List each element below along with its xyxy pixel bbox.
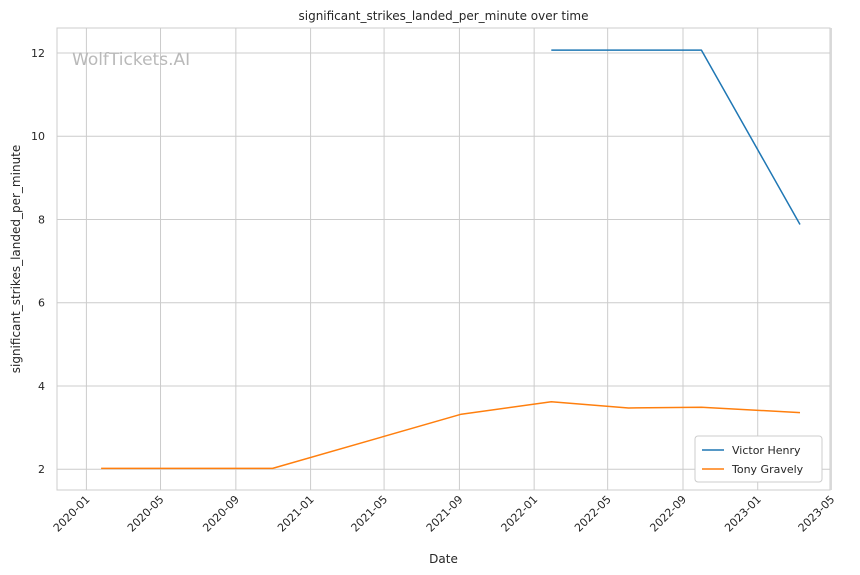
legend: Victor Henry Tony Gravely [694, 435, 823, 483]
series-line-1 [551, 49, 801, 225]
y-tick-label: 2 [38, 463, 45, 476]
y-tick-labels: 2 4 6 8 10 12 [31, 47, 45, 476]
y-tick-label: 12 [31, 47, 45, 60]
series-line-2 [101, 401, 801, 470]
y-tick-label: 4 [38, 380, 45, 393]
plot-frame [56, 27, 831, 491]
y-axis-label: significant_strikes_landed_per_minute [9, 145, 23, 374]
legend-entries: Victor Henry Tony Gravely [702, 444, 804, 476]
legend-label: Tony Gravely [731, 463, 804, 476]
y-tick-label: 10 [31, 130, 45, 143]
watermark: WolfTickets.AI [72, 50, 190, 70]
x-axis-label: Date [429, 552, 458, 566]
legend-box [694, 435, 823, 483]
y-tick-label: 6 [38, 297, 45, 310]
grid [57, 28, 832, 490]
chart-title: significant_strikes_landed_per_minute ov… [298, 9, 588, 23]
y-tick-label: 8 [38, 213, 45, 226]
series-lines [101, 49, 801, 470]
legend-label: Victor Henry [732, 444, 801, 457]
